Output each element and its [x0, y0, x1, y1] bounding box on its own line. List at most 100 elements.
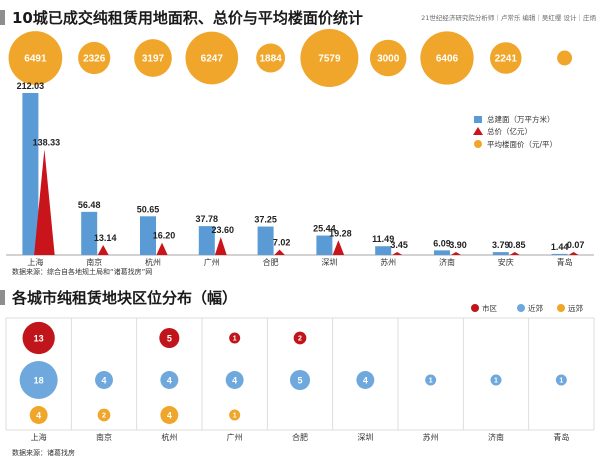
location-bubble-label: 18 — [34, 376, 44, 386]
price-bubble — [369, 39, 407, 77]
bottom-legend: 市区 近郊 远郊 — [471, 303, 583, 313]
city-label: 青岛 — [553, 432, 569, 442]
location-bubble-label: 4 — [101, 376, 106, 386]
price-bubble — [8, 31, 63, 85]
area-bar-label: 6.09 — [433, 238, 451, 248]
price-bubble — [420, 31, 474, 85]
city-label: 上海 — [31, 432, 47, 442]
area-bar-label: 37.78 — [196, 214, 219, 224]
total-price-label: 3.90 — [449, 240, 467, 250]
location-bubble — [159, 327, 180, 349]
total-price-triangle — [392, 252, 403, 255]
legend-outskirts-label: 远郊 — [568, 303, 583, 313]
total-price-triangle — [34, 149, 55, 255]
location-bubble-label: 4 — [167, 411, 172, 421]
total-price-label: 3.45 — [390, 240, 408, 250]
location-bubble-label: 1 — [494, 378, 498, 385]
bottom-header-bar — [0, 290, 5, 305]
city-label: 青岛 — [557, 257, 573, 267]
total-price-label: 138.33 — [33, 137, 61, 147]
city-label: 苏州 — [380, 257, 396, 267]
city-label: 杭州 — [145, 257, 161, 267]
city-label: 济南 — [439, 257, 455, 267]
price-bubble — [557, 50, 573, 66]
area-bar-label: 11.49 — [372, 234, 394, 244]
legend-suburb-swatch — [517, 304, 525, 312]
city-label: 苏州 — [423, 432, 439, 442]
city-label: 南京 — [86, 257, 102, 267]
total-price-label: 19.28 — [329, 228, 352, 238]
city-label: 深圳 — [321, 257, 337, 267]
total-price-label: 13.14 — [94, 233, 117, 243]
city-label: 安庆 — [498, 257, 514, 267]
price-bubble — [78, 41, 111, 75]
top-chart-credits: 21世纪经济研究院分析师｜卢常乐 编辑｜吴红缨 设计｜庄炳 — [421, 13, 596, 22]
total-price-label: 0.07 — [567, 240, 585, 250]
area-bar — [316, 235, 333, 255]
city-label: 合肥 — [292, 432, 308, 442]
city-label: 南京 — [96, 432, 112, 442]
location-bubble — [229, 409, 241, 421]
total-price-label: 16.20 — [153, 231, 176, 241]
area-bar-label: 56.48 — [78, 200, 101, 210]
price-bubble — [185, 31, 239, 85]
total-price-triangle — [156, 242, 168, 255]
location-bubble-label: 2 — [102, 413, 106, 420]
top-legend: 总建面（万平方米） 总价（亿元） 平均楼面价（元/平） — [473, 114, 557, 149]
location-bubble — [95, 371, 113, 389]
location-bubble-label: 1 — [233, 413, 237, 420]
area-bar — [492, 252, 509, 255]
price-bubble-label: 2241 — [495, 54, 518, 65]
area-bar — [81, 211, 98, 255]
price-bubble-label: 1884 — [259, 54, 282, 65]
price-bubble-label: 6406 — [436, 54, 459, 65]
location-bubble-label: 13 — [34, 334, 44, 344]
location-bubble-label: 4 — [36, 411, 41, 421]
location-bubble-label: 5 — [297, 376, 302, 386]
total-price-label: 7.02 — [273, 238, 291, 248]
bottom-chart-source: 数据来源：诸葛找房 — [12, 448, 75, 457]
price-bubble — [490, 42, 522, 74]
location-bubble-label: 4 — [363, 376, 368, 386]
total-price-triangle — [214, 236, 227, 255]
area-bar-label: 50.65 — [137, 204, 160, 214]
total-price-label: 0.85 — [508, 240, 526, 250]
location-bubble-label: 1 — [559, 378, 563, 385]
city-label: 广州 — [204, 257, 220, 267]
legend-circle-label: 平均楼面价（元/平） — [487, 139, 557, 149]
bottom-chart-title: 各城市纯租赁地块区位分布（幅） — [11, 289, 237, 307]
location-bubble — [97, 408, 111, 422]
location-bubble — [356, 371, 375, 389]
price-bubble-label: 6247 — [201, 54, 224, 65]
area-bar — [434, 250, 450, 255]
legend-circle-swatch — [474, 140, 482, 148]
price-bubble-label: 2326 — [83, 54, 106, 65]
top-chart-source: 数据来源：综合自各地规土局和“诸葛找房”网 — [12, 267, 152, 276]
area-bar-label: 25.44 — [313, 224, 336, 234]
city-label: 合肥 — [263, 257, 279, 267]
price-bubble-label: 3000 — [377, 54, 400, 65]
legend-urban-swatch — [471, 304, 479, 312]
location-bubble-label: 4 — [167, 376, 172, 386]
city-label: 上海 — [27, 257, 43, 267]
price-bubble-label: 6491 — [24, 54, 47, 65]
city-label: 深圳 — [357, 432, 373, 442]
location-bubble — [425, 374, 437, 386]
top-chart-title: 10城已成交纯租赁用地面积、总价与平均楼面价统计 — [12, 9, 363, 27]
total-price-triangle — [274, 249, 285, 255]
location-bubble — [22, 321, 55, 355]
location-bubble-label: 1 — [429, 378, 433, 385]
location-bubble — [229, 332, 241, 344]
location-bubble — [555, 374, 567, 386]
total-price-label: 23.60 — [212, 225, 235, 235]
location-bubble-label: 5 — [167, 334, 172, 344]
legend-outskirts-swatch — [557, 304, 565, 312]
location-bubble-label: 1 — [233, 336, 237, 343]
legend-urban-label: 市区 — [482, 303, 497, 313]
price-bubble-label: 502 — [558, 41, 572, 50]
city-label: 广州 — [227, 432, 243, 442]
location-bubble-label: 2 — [298, 336, 302, 343]
location-bubble — [19, 361, 58, 399]
location-bubble — [289, 369, 311, 391]
area-bar-label: 212.03 — [17, 81, 45, 91]
